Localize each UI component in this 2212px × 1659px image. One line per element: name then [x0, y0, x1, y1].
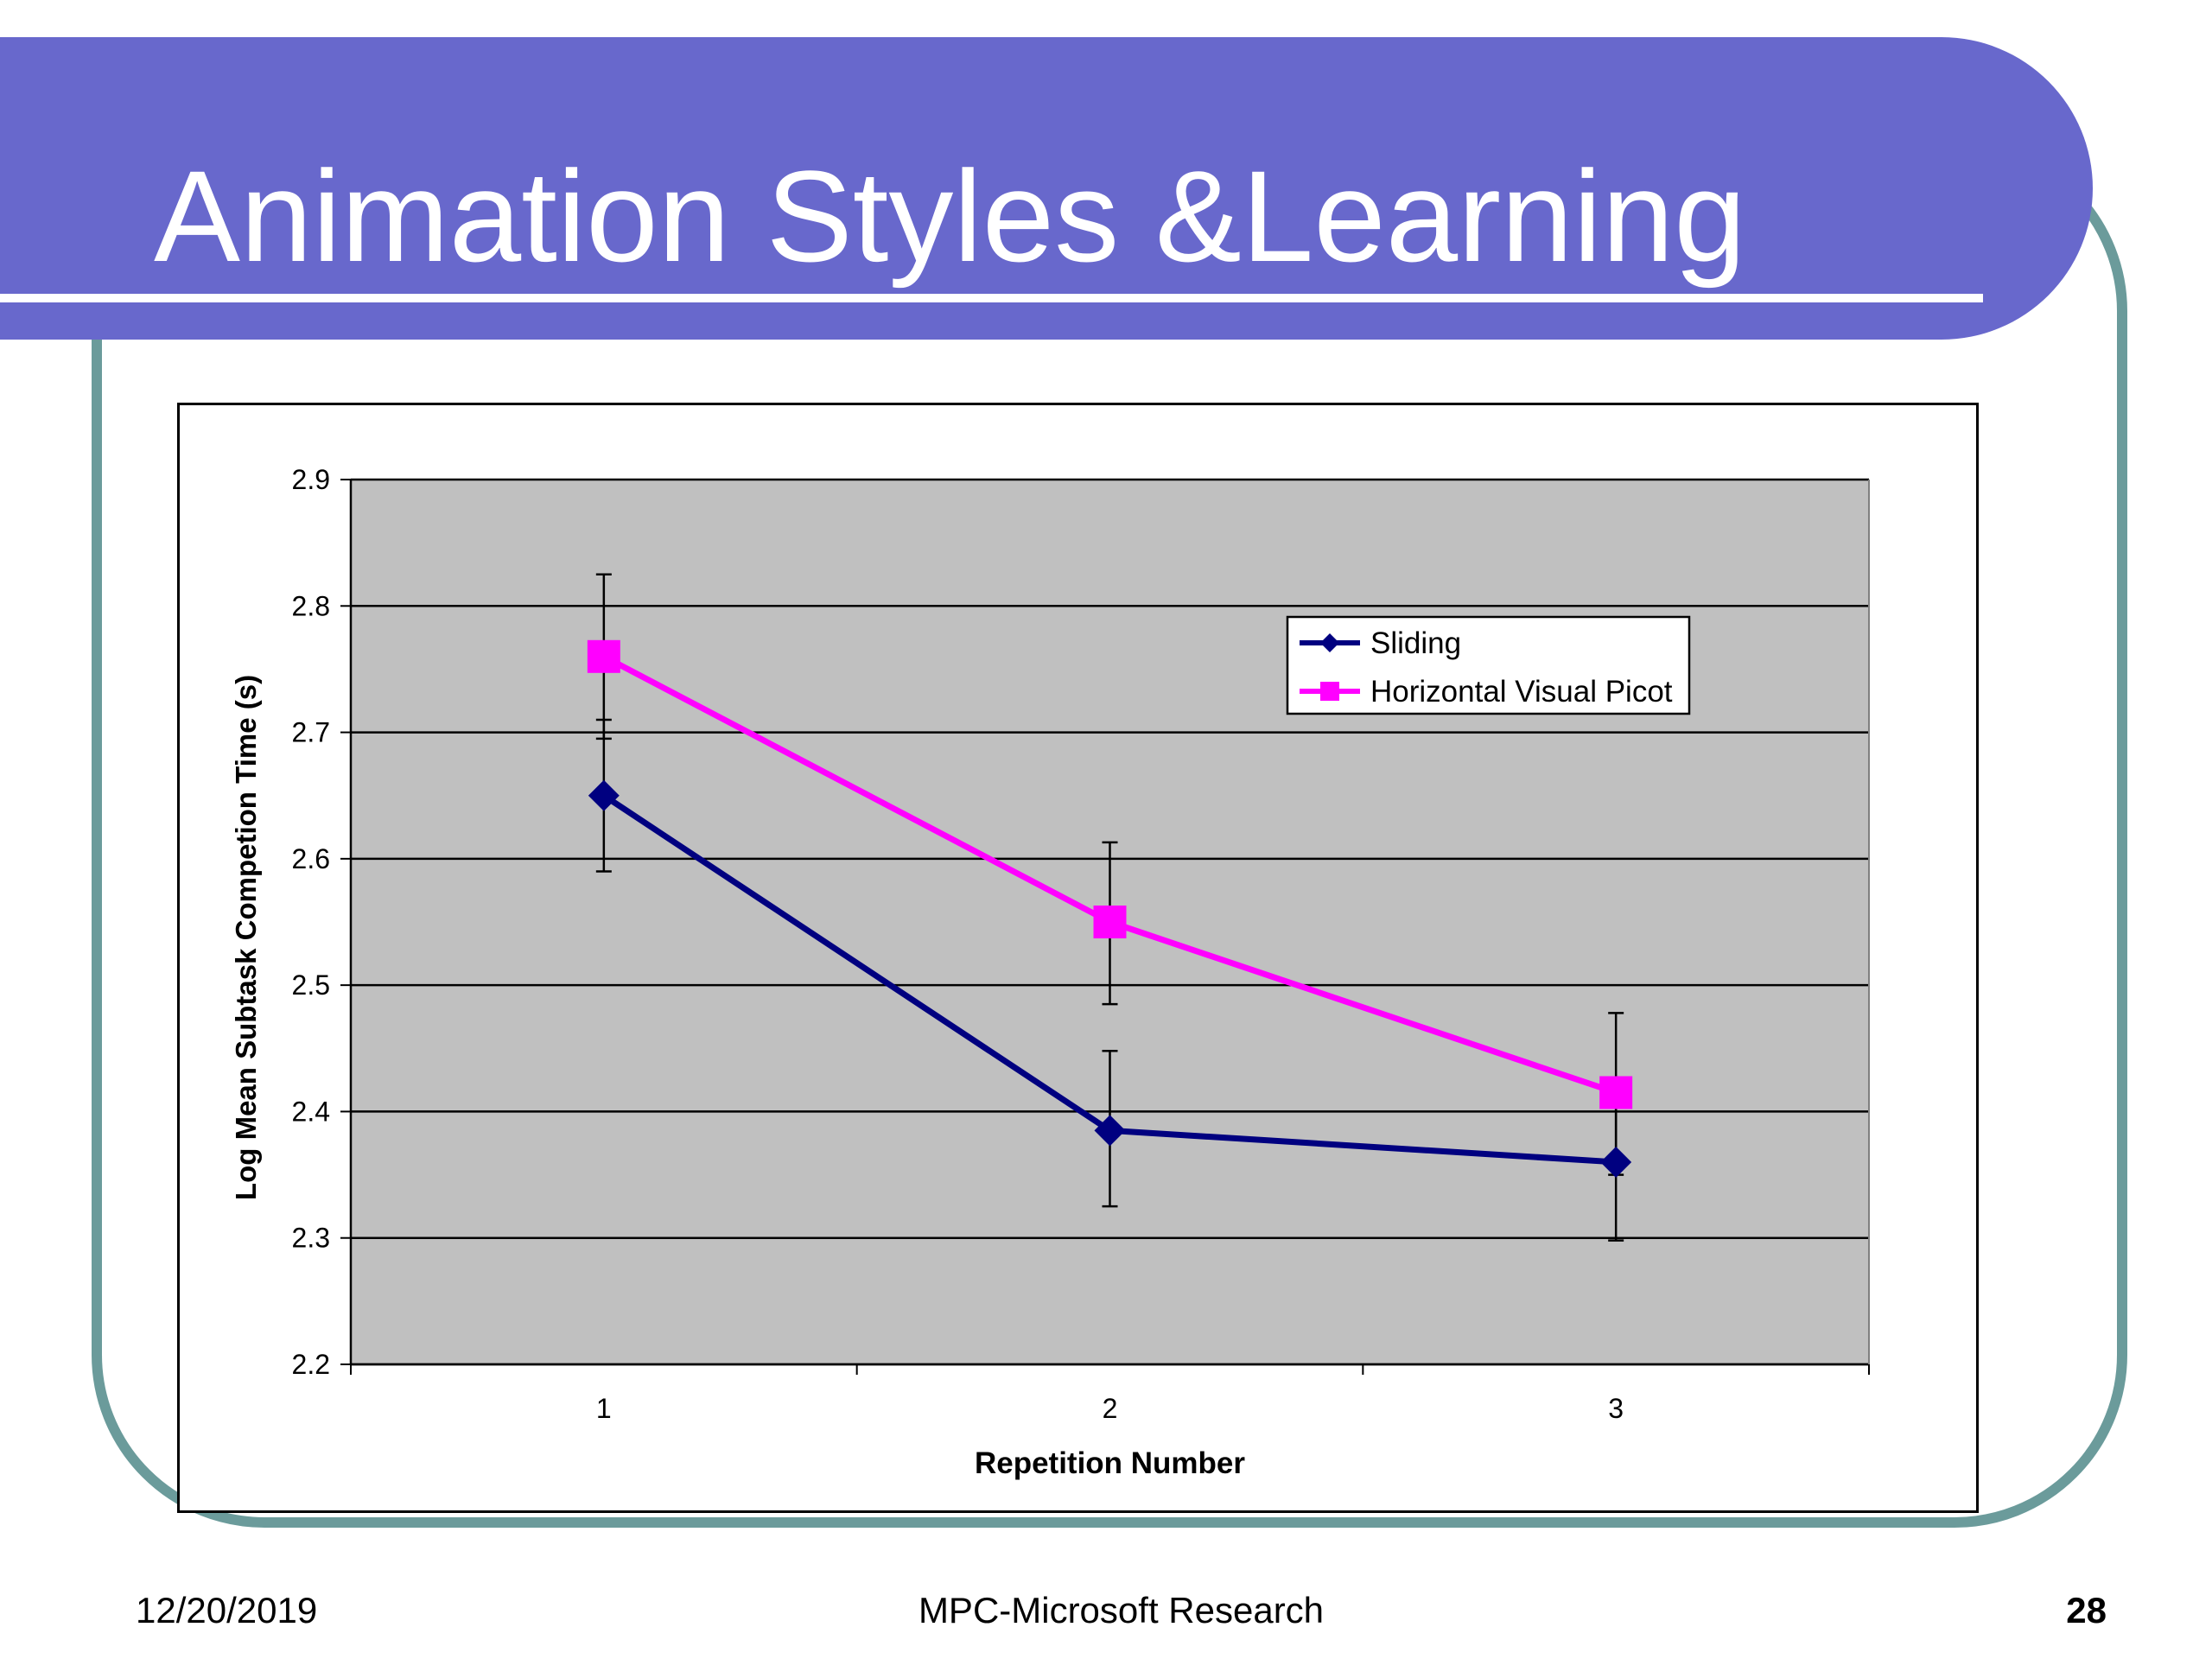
- data-point-diamond: [588, 779, 620, 811]
- footer-organization: MPC-Microsoft Research: [918, 1590, 1325, 1630]
- data-point-square: [1320, 682, 1339, 701]
- y-tick-label: 2.2: [292, 1349, 330, 1380]
- data-point-square: [1599, 1076, 1633, 1109]
- data-point-diamond: [1320, 633, 1339, 652]
- line-chart: 2.2 2.3 2.4 2.5 2.6 2.7 2.8 2.9 1 2 3 Repetition Nu…: [230, 464, 1870, 1480]
- data-point-diamond: [1600, 1146, 1632, 1178]
- y-tick-label: 2.4: [292, 1096, 330, 1127]
- data-point-square: [1093, 906, 1127, 938]
- x-tick-label: 3: [1608, 1393, 1624, 1424]
- legend-label: Horizontal Visual Picot: [1370, 675, 1673, 709]
- chart-container: 2.2 2.3 2.4 2.5 2.6 2.7 2.8 2.9 1 2 3 Repetition Nu…: [177, 403, 1979, 1513]
- y-tick-label: 2.5: [292, 969, 330, 1001]
- y-axis-label: Log Mean Subtask Competion Time (s): [230, 675, 262, 1200]
- x-tick-label: 2: [1103, 1393, 1118, 1424]
- y-tick-label: 2.8: [292, 590, 330, 621]
- y-tick-label: 2.7: [292, 717, 330, 748]
- footer-date: 12/20/2019: [136, 1590, 318, 1630]
- legend-box: [1286, 615, 1691, 715]
- y-tick-label: 2.3: [292, 1223, 330, 1254]
- y-tick-label: 2.9: [292, 464, 330, 495]
- slide-title: Animation Styles &Learning: [154, 143, 1746, 289]
- title-banner: [0, 37, 2093, 340]
- y-tick-label: 2.6: [292, 843, 330, 874]
- data-point-diamond: [1094, 1115, 1126, 1147]
- x-axis-label: Repetition Number: [975, 1446, 1245, 1480]
- data-point-square: [587, 639, 620, 673]
- legend-label: Sliding: [1370, 626, 1461, 660]
- x-tick-label: 1: [596, 1393, 612, 1424]
- page-number: 28: [2066, 1590, 2107, 1630]
- title-underline: [0, 294, 1983, 302]
